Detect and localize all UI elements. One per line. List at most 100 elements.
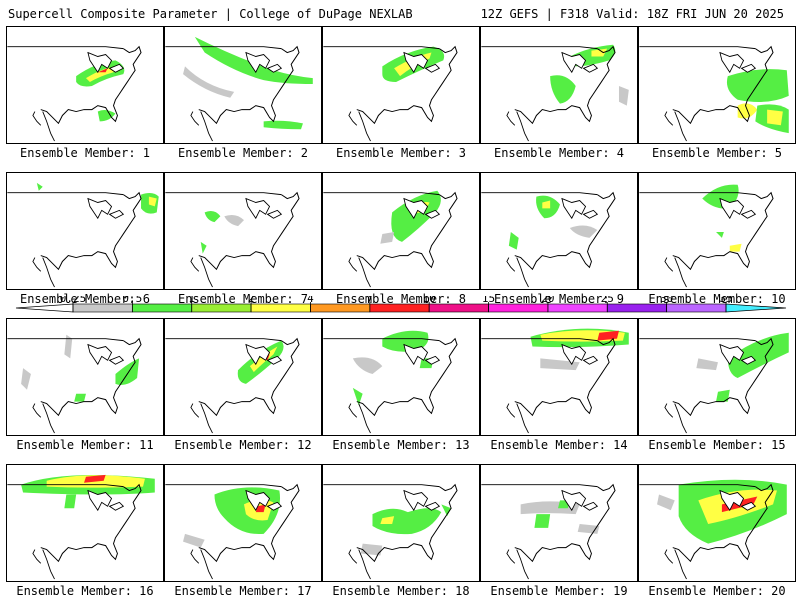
colorbar-segment [250,303,311,313]
panel-label: Ensemble Member: 14 [490,438,628,452]
scp-map [165,191,300,288]
scp-map [7,474,155,580]
colorbar-tick-label: 20 [541,296,554,305]
border-line [481,338,598,342]
coastline [506,403,516,418]
scp-map [7,182,159,288]
border-line [481,484,598,488]
panel-label: Ensemble Member: 20 [648,584,786,598]
coastline [358,403,371,434]
great-lakes [719,51,757,74]
border-line [323,192,440,196]
scp-contour [716,231,724,238]
border-line [481,46,598,50]
great-lakes [403,197,441,220]
colorbar-tick-label: 25 [601,296,614,305]
scp-map [323,330,458,434]
panel-label: Ensemble Member: 17 [174,584,312,598]
colorbar-tick-label: 30 [660,296,673,305]
scp-contour [767,109,783,126]
scp-contour [64,334,73,359]
colorbar-segment [488,303,549,313]
map-panel [322,318,480,436]
coastline [32,111,42,126]
coastline [514,45,616,125]
coastline [664,257,674,272]
scp-contour [382,330,429,352]
map-panel [638,318,796,436]
colorbar-tick-label: 4 [307,296,314,305]
scp-contour [84,474,106,483]
panel-label: Ensemble Member: 13 [332,438,470,452]
scp-contour [729,243,742,252]
panel-label: Ensemble Member: 19 [490,584,628,598]
coastline [516,549,529,580]
coastline [664,549,674,564]
coastline [42,257,55,288]
coastline [190,257,200,272]
scp-contour [200,241,207,254]
great-lakes [403,343,441,366]
colorbar-tick-label: 1 [188,296,195,305]
colorbar-segment [369,303,430,313]
colorbar-left-cap [15,303,74,313]
coastline [348,111,358,126]
coastline [348,549,358,564]
coastline [516,403,529,434]
scp-contour [534,514,551,528]
coastline [514,483,616,563]
map-panel [164,318,322,436]
colorbar-segment [310,303,371,313]
scp-contour [542,200,551,209]
scp-contour [74,393,86,402]
great-lakes [561,197,599,220]
scp-contour [727,332,789,378]
colorbar-tick-label: 15 [482,296,495,305]
scp-contour [263,120,303,130]
border-line [639,484,756,488]
border-line [165,338,282,342]
scp-contour [597,330,619,341]
scp-contour [97,68,108,73]
panel-label: Ensemble Member: 8 [335,292,467,306]
scp-map [165,483,300,580]
map-panel [6,172,164,290]
panel-label: Ensemble Member: 12 [174,438,312,452]
scp-contour [194,36,313,85]
map-panel [480,464,638,582]
great-lakes [245,343,283,366]
panel-label: Ensemble Member: 3 [335,146,467,160]
border-line [7,484,124,488]
great-lakes [561,489,599,512]
coastline [348,403,358,418]
scp-map [323,45,458,142]
great-lakes [403,489,441,512]
scp-contour [380,231,395,244]
scp-map [481,191,616,288]
border-line [7,338,124,342]
scp-contour [577,523,600,534]
coastline [198,483,300,563]
scp-contour [85,66,116,83]
scp-contour [36,182,43,191]
coastline [200,403,213,434]
panel-label: Ensemble Member: 7 [177,292,309,306]
map-panel [638,26,796,144]
coastline [198,337,300,417]
scp-contour [591,48,608,57]
great-lakes [245,197,283,220]
scp-contour [696,358,718,371]
scp-contour [64,494,77,509]
coastline [674,111,687,142]
colorbar-tick-label: 7 [367,296,374,305]
map-panel [322,172,480,290]
colorbar: 0.25 0.5 1 2 4 7 10 15 20 25 30 35 [15,296,787,313]
panel-label: Ensemble Member: 16 [16,584,154,598]
colorbar-tick-label: 10 [423,296,436,305]
map-panel [322,26,480,144]
border-line [323,338,440,342]
scp-map [165,36,313,142]
colorbar-segment [428,303,489,313]
coastline [42,403,55,434]
map-panel [6,464,164,582]
